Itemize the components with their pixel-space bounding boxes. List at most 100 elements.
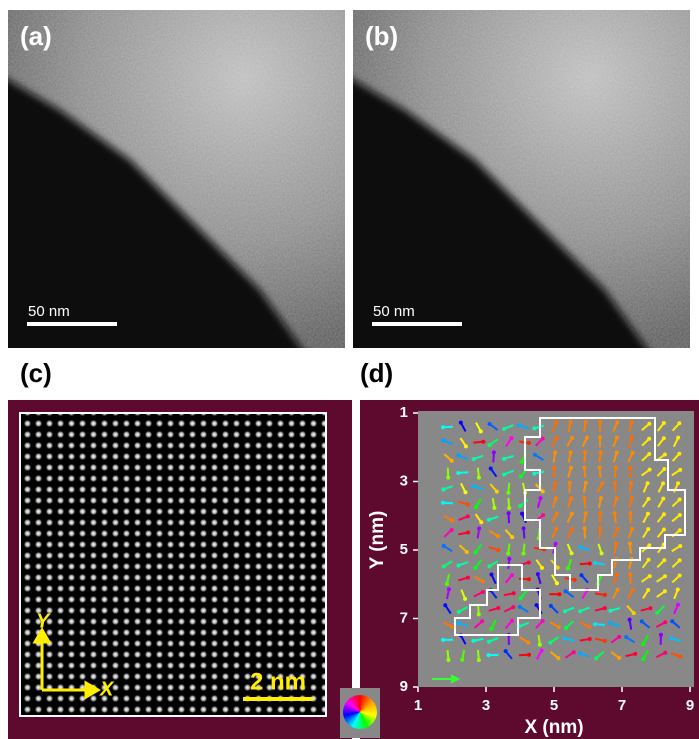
vector-arrow-head: [472, 457, 476, 461]
vector-arrow-head: [466, 530, 470, 534]
vector-arrow-head: [631, 588, 635, 592]
vector-arrow-head: [520, 460, 524, 464]
vector-arrow-head: [446, 658, 450, 662]
scale-bar-label: 50 nm: [373, 303, 415, 320]
scale-bar-label: 2 nm: [250, 668, 306, 695]
vector-arrow-head: [655, 611, 659, 615]
vector-arrow-head: [648, 606, 652, 610]
vector-arrow-head: [446, 476, 450, 480]
vector-arrow-head: [676, 603, 680, 607]
vector-arrow-head: [598, 435, 602, 439]
vector-arrow-head: [578, 651, 582, 655]
vector-arrow-head: [599, 496, 603, 500]
vector-arrow-head: [548, 641, 552, 645]
vector-arrow-head: [502, 472, 506, 476]
vector-arrow-head: [540, 649, 544, 653]
vector-arrow-head: [628, 542, 632, 546]
vector-arrow-head: [507, 511, 511, 515]
vector-arrow-head: [507, 557, 511, 561]
vector-arrow-head: [549, 604, 553, 608]
vector-arrow-head: [663, 574, 667, 578]
vector-arrow-head: [677, 452, 681, 456]
vector-arrow-head: [663, 453, 667, 457]
vector-arrow-head: [533, 453, 537, 457]
vector-arrow-head: [661, 497, 665, 501]
vector-arrow-head: [584, 481, 588, 485]
vector-arrow-head: [504, 649, 508, 653]
vector-arrow-head: [678, 498, 682, 502]
vector-arrow-head: [632, 611, 636, 615]
vector-arrow-head: [633, 652, 637, 656]
vector-arrow-head: [450, 519, 454, 523]
vector-arrow-head: [520, 512, 524, 516]
scale-bar-label: 50 nm: [28, 303, 70, 320]
vector-arrow-head: [510, 573, 514, 577]
vector-arrow-head: [624, 635, 628, 639]
vector-arrow-head: [479, 520, 483, 524]
vector-arrow-head: [646, 588, 650, 592]
vector-arrow-head: [481, 579, 485, 583]
vector-arrow-head: [628, 618, 632, 622]
vector-arrow-head: [518, 504, 522, 508]
vector-arrow-head: [570, 527, 574, 531]
vector-arrow-head: [628, 572, 632, 576]
vector-arrow-head: [588, 561, 592, 565]
vector-arrow-head: [648, 468, 652, 472]
vector-arrow-head: [662, 436, 666, 440]
vector-arrow-head: [492, 450, 496, 454]
vector-arrow-head: [646, 481, 650, 485]
x-axis-label: X (nm): [524, 717, 583, 738]
vector-arrow-head: [615, 451, 619, 455]
vector-arrow-head: [615, 420, 619, 424]
vector-arrow-head: [582, 496, 586, 500]
panel-label: (c): [20, 358, 52, 388]
panel-label: (d): [360, 358, 393, 388]
vector-arrow-head: [442, 564, 446, 568]
vector-arrow-head: [519, 475, 523, 479]
color-wheel-disc: [343, 695, 377, 729]
vector-arrow-head: [583, 450, 587, 454]
figure: (a) (b) 50 nm 50 nm (c) (d) Y X 2 nm 135…: [0, 0, 699, 739]
vector-arrow-head: [541, 437, 545, 441]
vector-arrow-head: [465, 550, 469, 554]
vector-arrow-head: [555, 512, 559, 516]
figure-svg: (a) (b) 50 nm 50 nm (c) (d) Y X 2 nm 135…: [0, 0, 699, 739]
vector-arrow-head: [441, 488, 445, 492]
scale-bar: [372, 322, 462, 326]
vector-arrow-head: [479, 429, 483, 433]
axis-label: Y: [36, 610, 51, 632]
vector-arrow-head: [598, 466, 602, 470]
vector-arrow-head: [489, 572, 493, 576]
vector-arrow-head: [663, 620, 667, 624]
vector-arrow-head: [459, 421, 463, 425]
vector-arrow-head: [466, 514, 470, 518]
vector-arrow-head: [678, 544, 682, 548]
vector-arrow-head: [496, 606, 500, 610]
vector-arrow-head: [598, 511, 602, 515]
vector-arrow-head: [663, 589, 667, 593]
vector-arrow-head: [572, 650, 576, 654]
vector-arrow-head: [536, 572, 540, 576]
vector-arrow-head: [506, 491, 510, 495]
x-tick-label: 3: [482, 697, 490, 714]
vector-arrow-head: [569, 466, 573, 470]
vector-arrow-head: [608, 621, 612, 625]
vector-arrow-head: [487, 518, 491, 522]
vector-arrow-head: [554, 420, 558, 424]
vector-arrow-head: [616, 588, 620, 592]
vector-arrow-head: [519, 596, 523, 600]
vector-arrow-head: [521, 552, 525, 556]
color-wheel: [340, 688, 380, 738]
vector-arrow-head: [646, 512, 650, 516]
vector-arrow-head: [456, 621, 460, 625]
vector-arrow-head: [663, 651, 667, 655]
vector-arrow-head: [460, 658, 464, 662]
vector-arrow-head: [466, 503, 470, 507]
vector-arrow-head: [492, 506, 496, 510]
vector-arrow-head: [557, 625, 561, 629]
vector-arrow-head: [471, 639, 475, 643]
vector-arrow-head: [477, 612, 481, 616]
vector-arrow-head: [541, 489, 545, 493]
vector-arrow-head: [641, 642, 645, 646]
vector-arrow-head: [640, 619, 644, 623]
